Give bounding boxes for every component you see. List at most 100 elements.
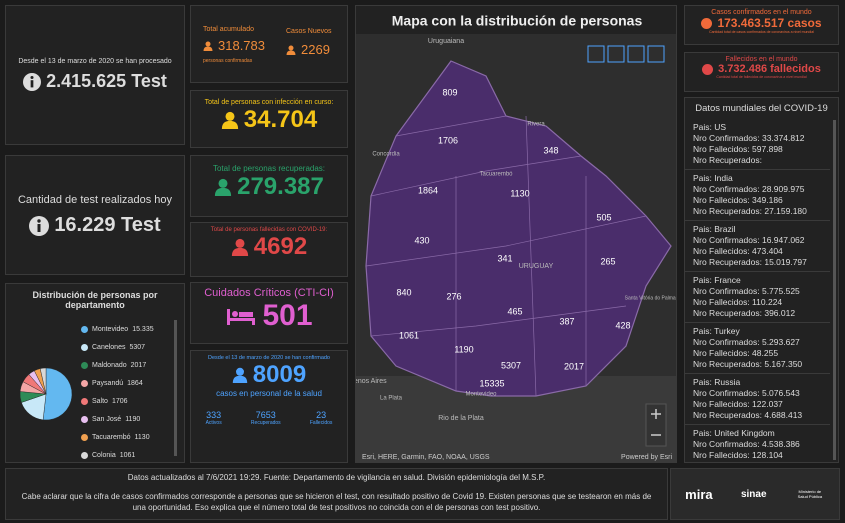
new-label: Casos Nuevos bbox=[286, 28, 332, 35]
info-icon bbox=[701, 17, 713, 29]
legend-swatch bbox=[81, 433, 88, 441]
legend-swatch bbox=[81, 325, 88, 333]
department-count: 387 bbox=[559, 316, 574, 326]
legend-swatch bbox=[81, 379, 88, 387]
country-line: Nro Recuperados: 27.159.180 bbox=[693, 206, 807, 216]
country-line: Nro Recuperados: 396.012 bbox=[693, 308, 796, 318]
legend-swatch bbox=[81, 361, 88, 369]
country-entry: Pais: United Kingdom Nro Confirmados: 4.5… bbox=[685, 425, 830, 462]
country-line: Nro Confirmados: 33.374.812 bbox=[693, 133, 805, 143]
department-count: 809 bbox=[442, 87, 457, 97]
place-label: Buenos Aires bbox=[356, 378, 387, 385]
pie-panel: Distribución de personas por departament… bbox=[5, 283, 185, 463]
health-active-label: Activos bbox=[205, 420, 222, 426]
department-count: 840 bbox=[396, 287, 411, 297]
country-line: Nro Recuperados: 15.534 bbox=[693, 461, 822, 462]
info-icon bbox=[29, 216, 49, 236]
person-icon bbox=[286, 45, 296, 55]
legend-value: 1190 bbox=[125, 415, 141, 423]
country-entry: Pais: Russia Nro Confirmados: 5.076.543 Nr… bbox=[685, 374, 830, 425]
country-line: Pais: Russia bbox=[693, 377, 741, 387]
legend-name: Canelones bbox=[92, 343, 126, 351]
department-count: 1864 bbox=[418, 185, 438, 195]
country-line: Nro Fallecidos: 597.898 bbox=[693, 144, 783, 154]
department-count: 5307 bbox=[501, 360, 521, 370]
legend-name: Maldonado bbox=[92, 361, 127, 369]
department-count: 265 bbox=[600, 256, 615, 266]
department-count: 1706 bbox=[438, 135, 458, 145]
country-line: Nro Recuperados: bbox=[693, 155, 762, 165]
country-line: Pais: India bbox=[693, 173, 733, 183]
info-icon bbox=[23, 73, 41, 91]
health-active: 333 bbox=[206, 410, 222, 420]
recovered-label: Total de personas recuperadas: bbox=[212, 164, 326, 173]
health-recovered-label: Recuperados bbox=[250, 420, 281, 426]
place-label: La Plata bbox=[380, 396, 403, 402]
department-count: 15335 bbox=[479, 378, 504, 388]
legend-name: Colonia bbox=[92, 451, 116, 459]
tests-since: Desde el 13 de marzo de 2020 se han proc… bbox=[18, 58, 172, 65]
country-entry: Pais: France Nro Confirmados: 5.775.525 Nr… bbox=[685, 272, 830, 323]
legend-item: Tacuarembó 1130 bbox=[81, 428, 154, 446]
person-icon bbox=[203, 41, 213, 51]
country-line: Pais: France bbox=[693, 275, 741, 285]
legend-name: Paysandú bbox=[92, 379, 124, 387]
department-count: 341 bbox=[497, 253, 512, 263]
place-label: Montevideo bbox=[465, 392, 497, 398]
map-panel: Mapa con la distribución de personas Esr… bbox=[355, 5, 677, 463]
tests-today-panel: Cantidad de test realizados hoy 16.229 T… bbox=[5, 155, 185, 275]
accum-value: 318.783 bbox=[218, 38, 265, 53]
department-count: 430 bbox=[414, 235, 429, 245]
legend-item: Montevideo 15.335 bbox=[81, 320, 154, 338]
department-count: 428 bbox=[615, 320, 630, 330]
world-deaths-label: Fallecidos en el mundo bbox=[725, 56, 798, 63]
footer-panel: Datos actualizados al 7/6/2021 19:29. Fu… bbox=[5, 468, 668, 520]
health-deaths: 23 bbox=[316, 410, 327, 420]
recovered-panel: Total de personas recuperadas: 279.387 bbox=[190, 155, 348, 217]
pie-slice bbox=[42, 367, 73, 421]
world-confirmed-label: Casos confirmados en el mundo bbox=[711, 9, 812, 16]
legend-swatch bbox=[81, 343, 88, 351]
legend-value: 1061 bbox=[119, 451, 136, 459]
country-line: Pais: United Kingdom bbox=[693, 428, 775, 438]
country-list: Pais: US Nro Confirmados: 33.374.812 Nro F… bbox=[685, 119, 830, 462]
legend-value: 1864 bbox=[127, 379, 143, 387]
health-recovered: 7653 bbox=[255, 410, 276, 420]
health-label: casos en personal de la salud bbox=[216, 389, 322, 398]
pie-slice bbox=[39, 367, 47, 395]
deaths-label: Total de personas fallecidas con COVID-1… bbox=[210, 227, 328, 233]
country-line: Nro Confirmados: 5.775.525 bbox=[693, 286, 800, 296]
country-line: Nro Fallecidos: 473.404 bbox=[693, 246, 783, 256]
logo-msp: Ministerio de Salud Pública bbox=[797, 489, 823, 499]
health-since: Desde el 13 de marzo de 2020 se han conf… bbox=[208, 355, 330, 361]
world-deaths-panel: Fallecidos en el mundo 3.732.486 falleci… bbox=[684, 52, 839, 92]
legend-item: Canelones 5307 bbox=[81, 338, 154, 356]
department-count: 1061 bbox=[399, 330, 419, 340]
country-line: Pais: Brazil bbox=[693, 224, 736, 234]
active-label: Total de personas con infección en curso… bbox=[204, 99, 334, 106]
country-line: Nro Recuperados: 5.167.350 bbox=[693, 359, 803, 369]
legend-swatch bbox=[81, 415, 88, 423]
legend-name: Tacuarembó bbox=[92, 433, 131, 441]
legend-item: Colonia 1061 bbox=[81, 446, 154, 462]
recovered-value: 279.387 bbox=[237, 173, 324, 200]
place-label: Rio de la Plata bbox=[438, 415, 484, 422]
department-count: 1190 bbox=[454, 344, 473, 354]
person-icon bbox=[232, 367, 248, 383]
world-list-panel: Datos mundiales del COVID-19 Pais: US Nro… bbox=[684, 97, 839, 463]
health-deaths-label: Fallecidos bbox=[309, 420, 333, 426]
map: Mapa con la distribución de personas Esr… bbox=[356, 6, 676, 462]
country-line: Nro Confirmados: 16.947.062 bbox=[693, 235, 805, 245]
active-value: 34.704 bbox=[243, 106, 318, 133]
pie-title: Distribución de personas por departament… bbox=[32, 290, 158, 310]
footer-note: Cabe aclarar que la cifra de casos confi… bbox=[21, 492, 652, 512]
country-line: Nro Fallecidos: 122.037 bbox=[693, 399, 783, 409]
totals-panel: Total acumulado 318.783 personas confirm… bbox=[190, 5, 348, 83]
country-line: Nro Confirmados: 5.293.627 bbox=[693, 337, 800, 347]
critical-label: Cuidados Críticos (CTI-CI) bbox=[204, 287, 334, 299]
place-label: Concordia bbox=[372, 152, 400, 158]
tests-today-title: Cantidad de test realizados hoy bbox=[17, 194, 173, 206]
legend-swatch bbox=[81, 397, 88, 405]
footer-updated: Datos actualizados al 7/6/2021 19:29. Fu… bbox=[127, 473, 546, 482]
legend-name: Salto bbox=[92, 397, 108, 405]
